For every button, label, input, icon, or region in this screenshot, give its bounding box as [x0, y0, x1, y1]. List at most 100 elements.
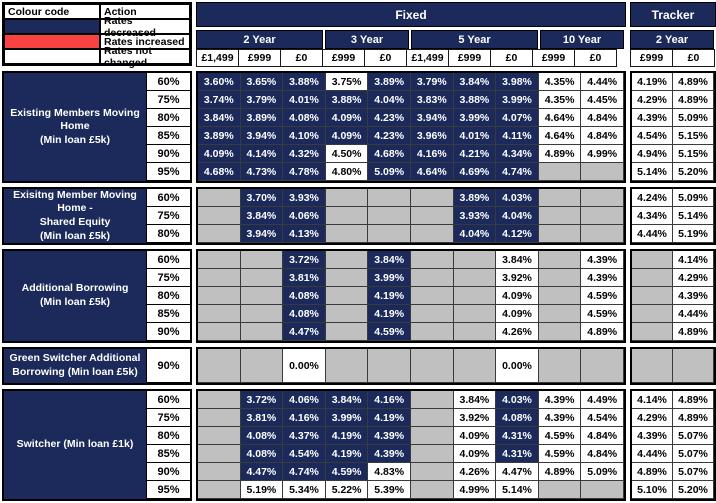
ltv-cell: 85%	[147, 127, 190, 145]
empty-rate-cell	[325, 225, 369, 243]
rate-cell: 4.59%	[538, 445, 582, 463]
empty-rate-cell	[198, 463, 241, 481]
empty-rate-cell	[410, 189, 454, 207]
rate-cell: 4.39%	[581, 251, 624, 269]
group-label-line: Additional Borrowing	[21, 282, 129, 295]
rate-cell: 4.23%	[368, 127, 411, 145]
empty-rate-cell	[198, 391, 241, 409]
rate-cell: 4.29%	[632, 409, 673, 427]
group-label: Green Switcher Additional Borrowing (Min …	[4, 349, 147, 383]
empty-rate-cell	[632, 251, 673, 269]
rate-cell: 4.69%	[453, 163, 497, 181]
ltv-cell: 80%	[147, 225, 190, 243]
empty-rate-cell	[325, 251, 369, 269]
rate-cell: 5.09%	[673, 189, 714, 207]
rate-cell: 4.39%	[632, 109, 673, 127]
rate-cell: 3.84%	[240, 207, 284, 225]
empty-rate-cell	[632, 323, 673, 341]
empty-rate-cell	[198, 323, 241, 341]
legend-swatch-rates-decreased	[4, 19, 100, 34]
empty-rate-cell	[538, 251, 582, 269]
tracker-year-row: 2 Year	[630, 30, 716, 49]
rate-cell: 5.19%	[673, 225, 714, 243]
ltv-cell: 90%	[147, 145, 190, 163]
rate-cell: 4.94%	[632, 145, 673, 163]
rate-cell: 4.45%	[581, 91, 624, 109]
rate-cell: 3.94%	[410, 109, 454, 127]
rate-cell: 3.99%	[453, 109, 497, 127]
rate-cell: 4.39%	[673, 287, 714, 305]
rate-cell: 4.26%	[453, 463, 497, 481]
rate-cell: 4.16%	[368, 391, 411, 409]
empty-rate-cell	[632, 305, 673, 323]
rate-cell: 4.09%	[496, 305, 539, 323]
rate-cell: 4.47%	[496, 463, 539, 481]
rate-cell: 4.74%	[496, 163, 539, 181]
legend-label-rates-increased: Rates increased	[100, 34, 190, 49]
empty-rate-cell	[368, 207, 411, 225]
rate-cell: 4.06%	[283, 391, 326, 409]
rate-cell: 4.03%	[496, 189, 539, 207]
rate-cell: 5.34%	[283, 481, 326, 499]
tracker-rates-grid: 4.19% 4.89% 4.29% 4.89% 4.39% 5.09% 4.54% 5.15%…	[630, 71, 716, 183]
ltv-cell: 75%	[147, 91, 190, 109]
empty-rate-cell	[325, 189, 369, 207]
group-label-block: Exisitng Member Moving Home - Shared Equi…	[2, 187, 192, 245]
rate-cell: 4.01%	[283, 91, 326, 109]
fee-header-0: £0	[574, 49, 617, 67]
rate-cell: 4.78%	[283, 163, 326, 181]
rate-cell: 4.44%	[581, 73, 624, 91]
group-label-line: Exisitng Member Moving Home -	[13, 188, 137, 215]
empty-rate-cell	[198, 189, 241, 207]
product-group-band: Green Switcher Additional Borrowing (Min …	[2, 347, 716, 385]
rate-cell: 4.99%	[453, 481, 497, 499]
rate-cell: 4.89%	[673, 323, 714, 341]
empty-rate-cell	[198, 349, 241, 383]
rate-cell: 3.99%	[368, 269, 411, 287]
rate-cell: 4.23%	[368, 109, 411, 127]
group-label: Exisitng Member Moving Home - Shared Equi…	[4, 189, 147, 243]
rate-cell: 4.47%	[240, 463, 284, 481]
rate-cell: 4.35%	[538, 73, 582, 91]
rate-cell: 5.14%	[673, 207, 714, 225]
fixed-rates-grid: 3.70% 3.93% 3.89% 4.03% 3.84% 4.06% 3.93% 4.04%…	[196, 187, 626, 245]
empty-rate-cell	[410, 305, 454, 323]
empty-rate-cell	[673, 349, 714, 383]
rate-cell: 4.89%	[632, 463, 673, 481]
rate-cell: 4.19%	[368, 305, 411, 323]
empty-rate-cell	[538, 349, 582, 383]
empty-rate-cell	[410, 269, 454, 287]
rate-cell: 4.84%	[581, 445, 624, 463]
fee-header-999: £999	[630, 49, 673, 67]
fee-header-999: £999	[238, 49, 281, 67]
legend-label-rates-decreased: Rates decreased	[100, 15, 190, 39]
rate-cell: 4.04%	[496, 207, 539, 225]
empty-rate-cell	[198, 409, 241, 427]
rate-cell: 4.26%	[496, 323, 539, 341]
empty-rate-cell	[410, 287, 454, 305]
rate-cell: 4.89%	[673, 391, 714, 409]
rate-cell: 3.99%	[325, 409, 369, 427]
empty-rate-cell	[240, 305, 284, 323]
rate-cell: 4.39%	[632, 427, 673, 445]
rate-cell: 3.99%	[496, 91, 539, 109]
rate-cell: 4.08%	[283, 305, 326, 323]
rate-cell: 4.39%	[368, 427, 411, 445]
rate-cell: 4.89%	[673, 73, 714, 91]
rate-cell: 3.92%	[453, 409, 497, 427]
empty-rate-cell	[325, 305, 369, 323]
legend-swatch-rates-increased	[4, 34, 100, 49]
rate-cell: 4.37%	[283, 427, 326, 445]
group-label-block: Switcher (Min loan £1k) 60% 75% 80% 85% 90% 95…	[2, 389, 192, 501]
rate-cell: 3.96%	[410, 127, 454, 145]
rate-cell: 4.54%	[632, 127, 673, 145]
rate-cell: 3.93%	[453, 207, 497, 225]
product-groups: Existing Members Moving Home (Min loan £5…	[2, 71, 716, 501]
rate-cell: 5.09%	[368, 163, 411, 181]
rate-cell: 4.39%	[538, 391, 582, 409]
tracker-rates-grid: 4.24% 5.09% 4.34% 5.14% 4.44% 5.19%	[630, 187, 716, 245]
rate-cell: 3.94%	[240, 225, 284, 243]
fee-header-999: £999	[448, 49, 491, 67]
rate-cell: 5.07%	[673, 445, 714, 463]
empty-rate-cell	[410, 391, 454, 409]
